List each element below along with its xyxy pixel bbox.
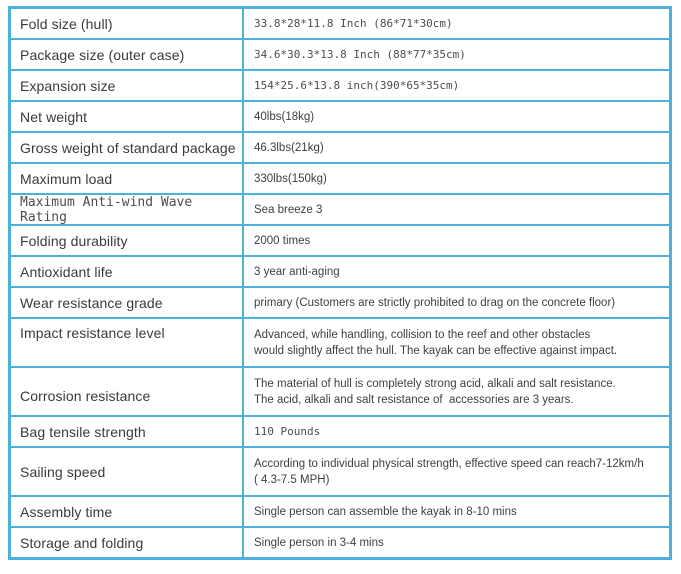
spec-table: Fold size (hull) 33.8*28*11.8 Inch (86*71… — [8, 6, 672, 560]
table-row: Sailing speed According to individual phy… — [11, 446, 669, 495]
spec-value: Single person can assemble the kayak in … — [242, 497, 669, 526]
spec-label: Storage and folding — [20, 534, 144, 551]
table-row: Folding durability 2000 times — [11, 224, 669, 255]
spec-label: Net weight — [20, 108, 88, 125]
table-row: Fold size (hull) 33.8*28*11.8 Inch (86*71… — [11, 9, 669, 38]
table-row: Bag tensile strength 110 Pounds — [11, 415, 669, 446]
spec-label: Package size (outer case) — [20, 46, 185, 63]
spec-label: Bag tensile strength — [20, 423, 146, 440]
table-row: Net weight 40lbs(18kg) — [11, 100, 669, 131]
spec-label: Folding durability — [20, 232, 128, 249]
spec-label: Corrosion resistance — [20, 388, 151, 404]
spec-label: Gross weight of standard package — [20, 139, 236, 156]
spec-value: 330lbs(150kg) — [242, 164, 669, 193]
table-row: Expansion size 154*25.6*13.8 inch(390*65*… — [11, 69, 669, 100]
spec-label: Expansion size — [20, 77, 116, 94]
spec-value: According to individual physical strengt… — [242, 448, 669, 495]
table-row: Package size (outer case) 34.6*30.3*13.8 … — [11, 38, 669, 69]
table-row: Antioxidant life 3 year anti-aging — [11, 255, 669, 286]
spec-label: Fold size (hull) — [20, 15, 113, 32]
spec-label: Antioxidant life — [20, 263, 113, 280]
table-row: Maximum Anti-wind Wave Rating Sea breeze … — [11, 193, 669, 225]
spec-value: 154*25.6*13.8 inch(390*65*35cm) — [242, 71, 669, 100]
table-row: Storage and folding Single person in 3-4 … — [11, 526, 669, 557]
spec-value: Advanced, while handling, collision to t… — [242, 319, 669, 366]
spec-label: Sailing speed — [20, 463, 106, 480]
spec-label: Maximum load — [20, 170, 113, 187]
table-row: Assembly time Single person can assemble … — [11, 495, 669, 526]
spec-value: 110 Pounds — [242, 417, 669, 446]
spec-label: Assembly time — [20, 503, 113, 520]
spec-value: 3 year anti-aging — [242, 257, 669, 286]
spec-value: Sea breeze 3 — [242, 195, 669, 224]
spec-value: 34.6*30.3*13.8 Inch (88*77*35cm) — [242, 40, 669, 69]
spec-label: Maximum Anti-wind Wave Rating — [20, 194, 193, 225]
spec-value: 2000 times — [242, 226, 669, 255]
table-row: Wear resistance grade primary (Customers … — [11, 286, 669, 317]
spec-value: 46.3lbs(21kg) — [242, 133, 669, 162]
spec-value: Single person in 3-4 mins — [242, 528, 669, 557]
spec-label: Impact resistance level — [20, 325, 165, 341]
table-row: Gross weight of standard package 46.3lbs(… — [11, 131, 669, 162]
spec-value: primary (Customers are strictly prohibit… — [242, 288, 669, 317]
spec-value: 40lbs(18kg) — [242, 102, 669, 131]
spec-value: 33.8*28*11.8 Inch (86*71*30cm) — [242, 9, 669, 38]
table-row: Corrosion resistance The material of hull… — [11, 366, 669, 415]
spec-value: The material of hull is completely stron… — [242, 368, 669, 415]
table-row: Maximum load 330lbs(150kg) — [11, 162, 669, 193]
table-row: Impact resistance level Advanced, while h… — [11, 317, 669, 366]
spec-label: Wear resistance grade — [20, 294, 163, 311]
